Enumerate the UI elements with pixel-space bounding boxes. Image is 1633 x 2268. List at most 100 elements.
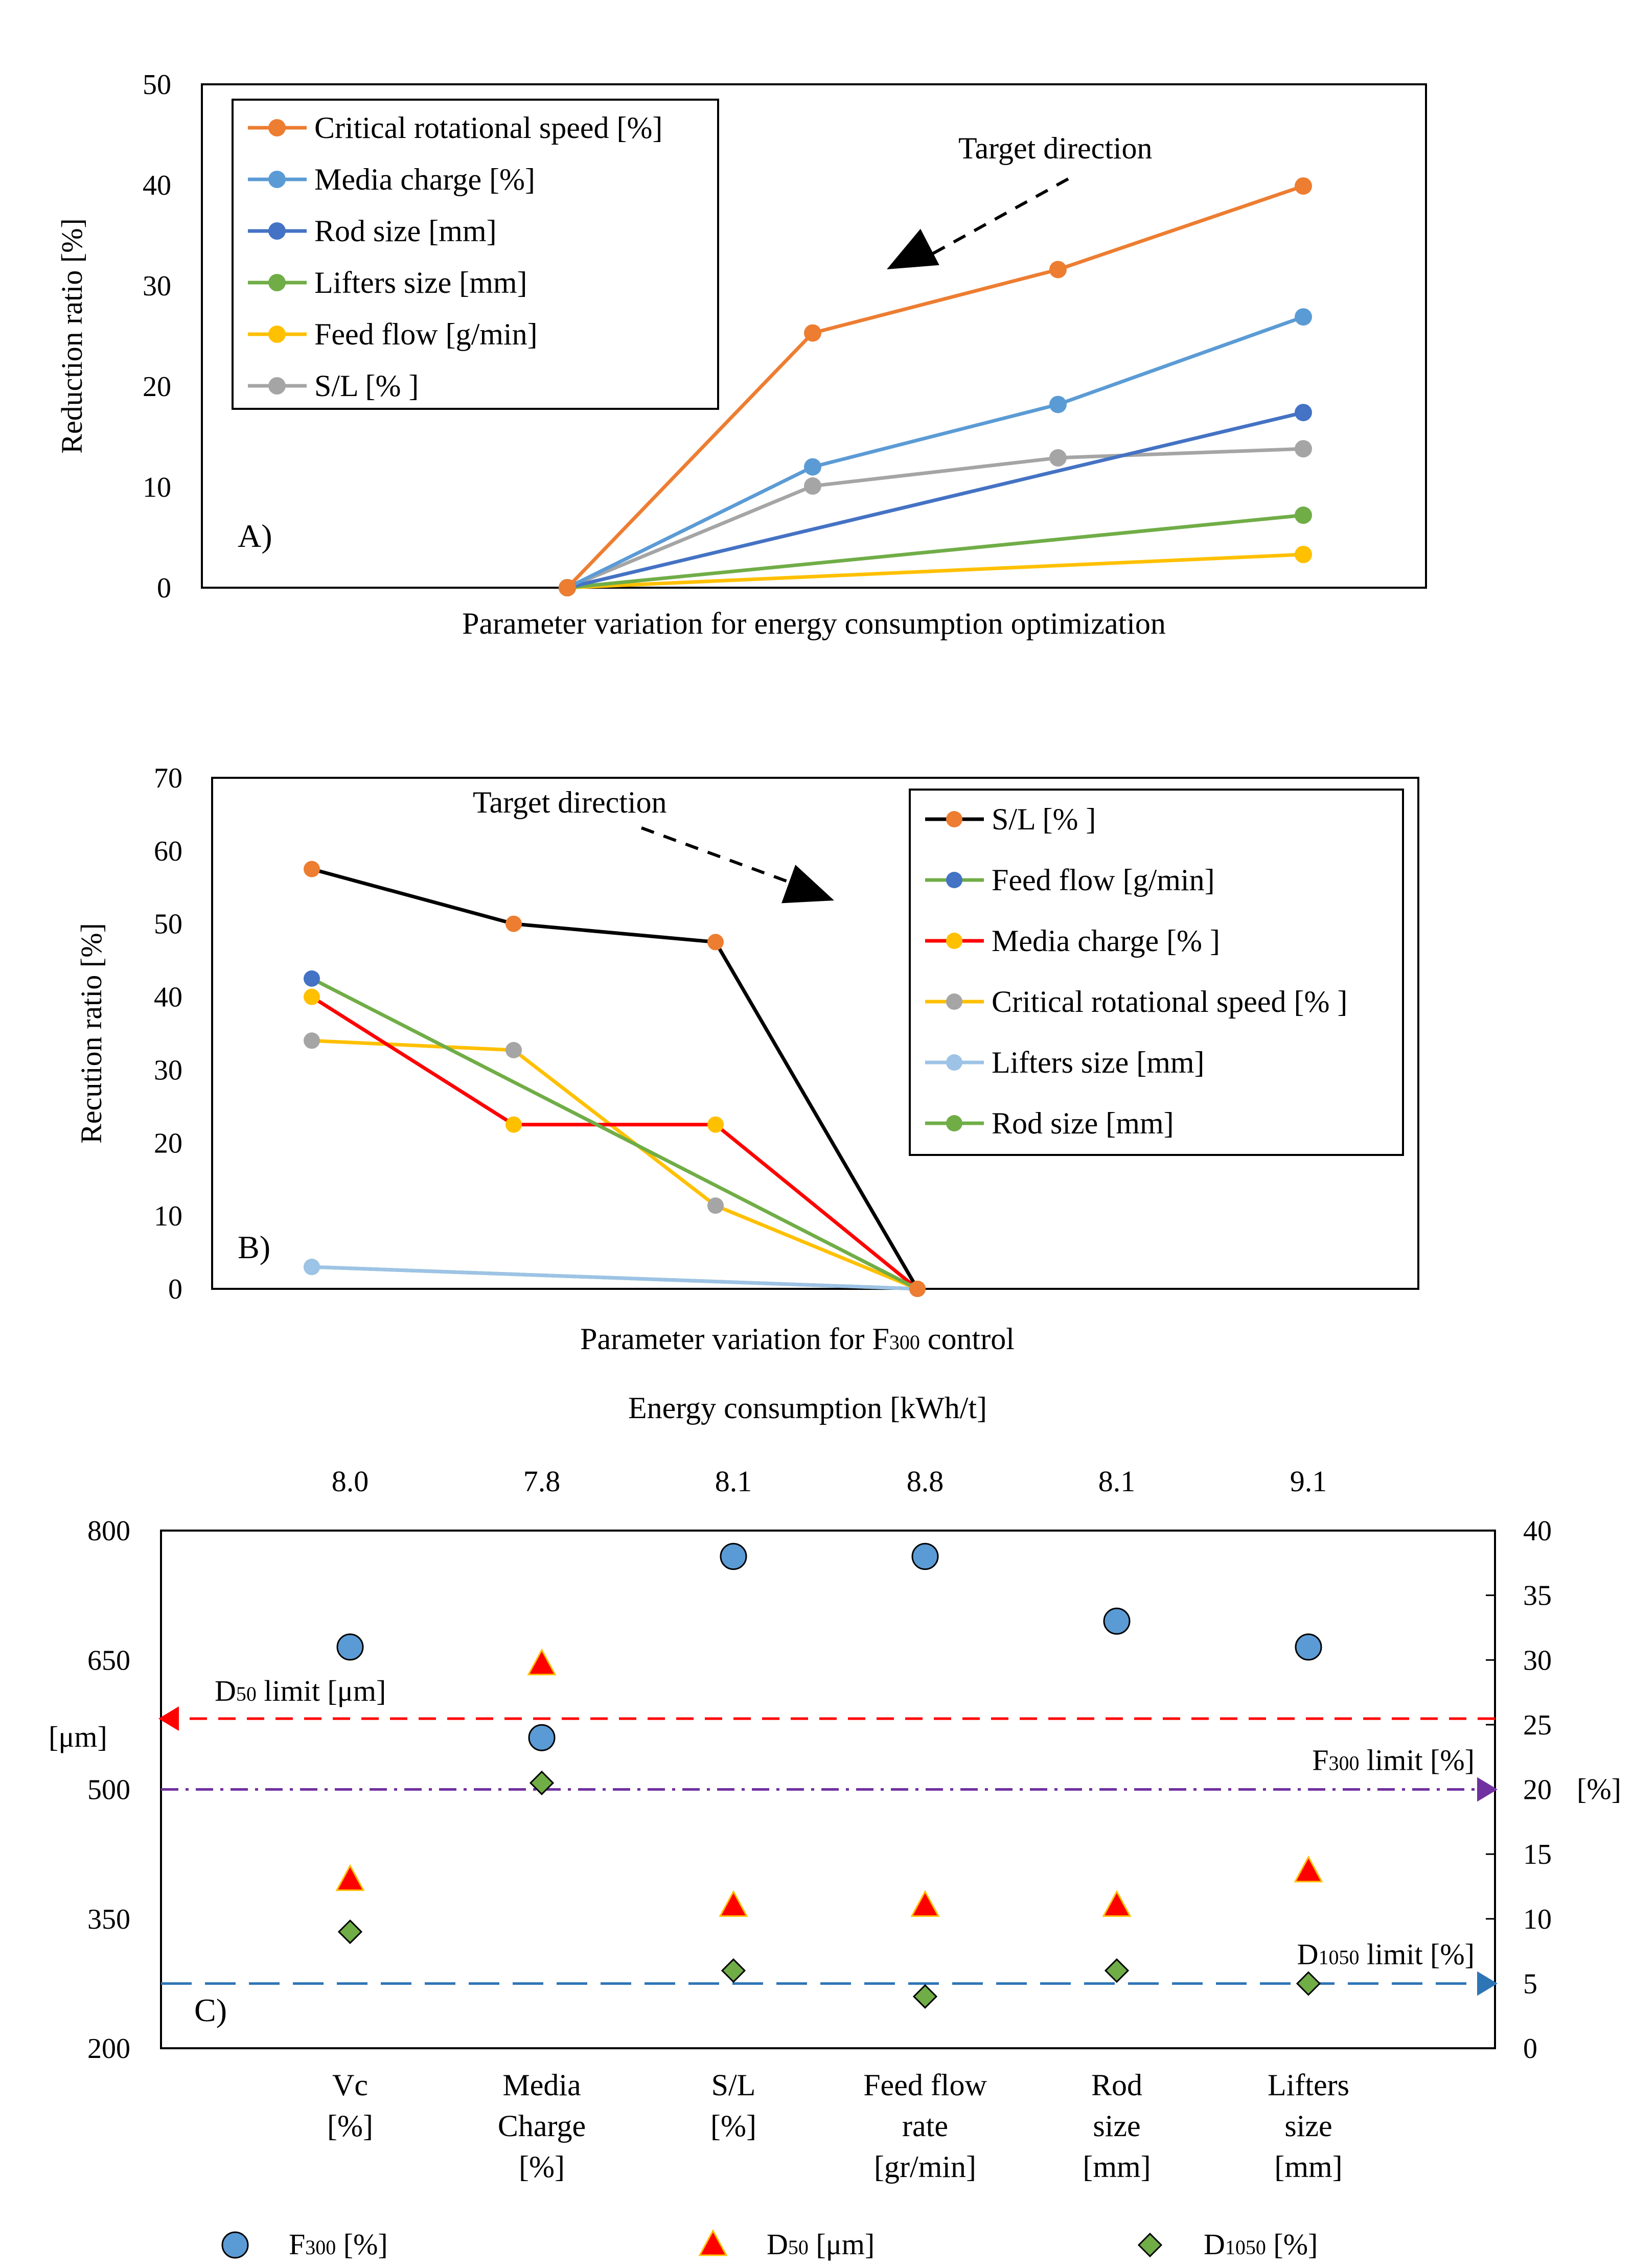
category-label: [%] — [519, 2150, 565, 2184]
legend-entry: Rod size [mm] — [314, 214, 497, 248]
x-axis-label: Parameter variation for F300 control — [580, 1322, 1015, 1356]
y-tick-label: 30 — [143, 270, 171, 302]
right-tick-label: 30 — [1523, 1645, 1552, 1676]
energy-value: 7.8 — [523, 1465, 561, 1498]
category-label: Rod — [1091, 2068, 1142, 2102]
data-point — [804, 477, 821, 495]
data-point — [1049, 261, 1067, 279]
data-point — [1049, 449, 1067, 467]
data-point — [804, 458, 821, 476]
right-tick-label: 35 — [1523, 1580, 1552, 1612]
data-point — [268, 222, 286, 240]
legend-entry: S/L [% ] — [992, 802, 1096, 836]
data-point-circle — [336, 1633, 364, 1661]
data-point — [559, 579, 576, 596]
data-point — [268, 274, 286, 291]
annotation-arrow-shaft — [919, 177, 1069, 262]
data-point — [304, 988, 320, 1005]
series-line — [311, 977, 918, 1291]
category-label: size — [1093, 2109, 1140, 2143]
y-tick-label: 50 — [143, 69, 171, 101]
data-point-circle — [720, 1543, 747, 1570]
y-tick-label: 0 — [168, 1274, 182, 1305]
text-part: Parameter variation for F — [580, 1322, 889, 1356]
y-tick-label: 10 — [143, 472, 171, 503]
series-line — [311, 995, 919, 1290]
legend-entry: Critical rotational speed [% ] — [992, 985, 1347, 1019]
text-part: D — [1204, 2228, 1225, 2261]
subscript: 1050 — [1225, 2236, 1266, 2259]
data-point-diamond — [912, 1984, 938, 2009]
arrow-head — [887, 228, 939, 269]
annotation-text: Target direction — [958, 131, 1153, 165]
data-point — [1049, 396, 1067, 413]
legend-entry: D1050 [%] — [1204, 2228, 1318, 2261]
category-label: rate — [902, 2109, 948, 2143]
y-axis-label: Recution ratio [%] — [75, 923, 108, 1144]
panel-c-scatter-chart: 200 350 500 650 800 0 5 10 15 20 25 30 35 40 [μm] [%] En… — [49, 1391, 1621, 2261]
limit-arrow — [1477, 1971, 1498, 1996]
limit-label: D50 limit [μm] — [215, 1674, 386, 1707]
y-tick-label: 70 — [154, 762, 182, 794]
annotation-text: Target direction — [473, 785, 667, 819]
data-point — [707, 1197, 724, 1214]
series-line — [567, 513, 1304, 590]
left-tick-label: 650 — [87, 1645, 130, 1676]
data-point-diamond — [1296, 1971, 1321, 1996]
category-label: [gr/min] — [874, 2150, 976, 2184]
category-label: [%] — [710, 2109, 756, 2143]
legend-entry: F300 [%] — [289, 2228, 388, 2261]
data-point-diamond — [529, 1770, 555, 1795]
category-label: [mm] — [1083, 2150, 1151, 2184]
left-tick-label: 200 — [87, 2033, 130, 2065]
right-tick-label: 25 — [1523, 1709, 1552, 1741]
legend-entry: D50 [μm] — [767, 2228, 875, 2261]
text-part: limit [%] — [1359, 1744, 1475, 1777]
data-point — [1295, 545, 1312, 563]
right-tick-label: 20 — [1523, 1774, 1552, 1806]
y-tick-label: 10 — [154, 1200, 182, 1232]
data-point-circle — [528, 1724, 556, 1751]
plot-area — [201, 83, 1427, 589]
data-point — [707, 934, 724, 951]
text-part: limit [μm] — [257, 1674, 386, 1707]
text-part: D — [215, 1674, 236, 1707]
data-point-diamond — [1104, 1958, 1130, 1983]
data-point — [304, 970, 320, 987]
text-part: F — [289, 2228, 305, 2261]
y-tick-label: 0 — [157, 572, 171, 604]
energy-value: 8.1 — [1098, 1465, 1136, 1498]
limit-arrow — [1477, 1777, 1498, 1802]
category-label: size — [1284, 2109, 1332, 2143]
category-label: Feed flow — [863, 2068, 987, 2102]
category-label: Vc — [332, 2068, 368, 2102]
panel-label: C) — [194, 1992, 227, 2028]
legend-swatch-diamond — [1137, 2232, 1163, 2258]
text-part: limit [%] — [1359, 1937, 1475, 1971]
panel-label: A) — [238, 518, 272, 554]
plot-area — [211, 777, 1419, 1290]
y-axis-label: Reduction ratio [%] — [55, 218, 88, 454]
data-point — [304, 861, 320, 877]
left-tick-label: 500 — [87, 1774, 130, 1806]
text-part: D — [1297, 1937, 1319, 1971]
legend-entry: Media charge [% ] — [992, 924, 1220, 958]
x-axis-label: Parameter variation for energy consumpti… — [462, 607, 1166, 640]
y-tick-label: 20 — [154, 1127, 182, 1159]
data-point — [1295, 506, 1312, 524]
data-point — [268, 119, 286, 136]
series-line — [567, 552, 1304, 590]
category-label: S/L — [711, 2068, 756, 2102]
legend-swatch-triangle — [698, 2229, 728, 2256]
y-tick-label: 20 — [143, 371, 171, 403]
subscript: 300 — [305, 2236, 336, 2259]
top-axis-title: Energy consumption [kWh/t] — [628, 1391, 987, 1425]
data-point — [804, 324, 821, 342]
legend: S/L [% ] Feed flow [g/min] Media charge [%… — [909, 789, 1404, 1156]
data-point — [268, 326, 286, 343]
series-line — [311, 867, 919, 1290]
panel-a-line-chart: 0 10 20 30 40 50 Reduction ratio [%] Parameter … — [55, 69, 1427, 640]
data-point — [1295, 404, 1312, 422]
data-point-diamond — [721, 1958, 746, 1983]
text-part: control — [920, 1322, 1015, 1356]
